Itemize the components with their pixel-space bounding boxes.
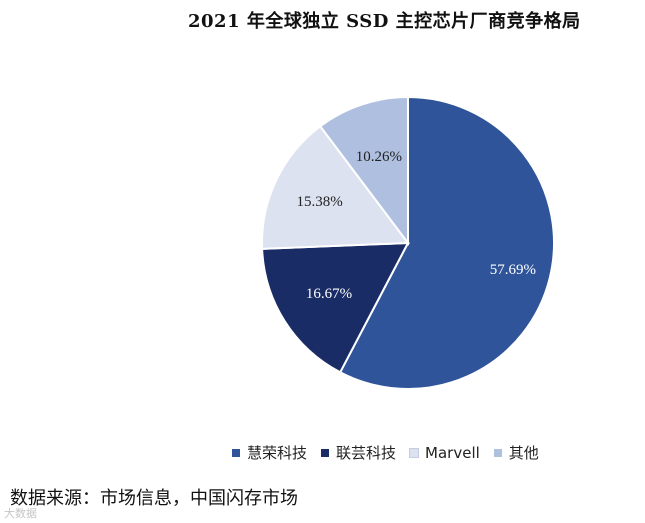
- legend-item-4: 其他: [493, 442, 539, 463]
- legend-item-2: 联芸科技: [321, 442, 396, 463]
- pie-slice-2: [261, 241, 410, 374]
- legend-swatch: [409, 447, 420, 458]
- watermark: 大数据: [4, 507, 37, 520]
- chart-title: 2021 年全球独立 SSD 主控芯片厂商竞争格局: [188, 11, 581, 32]
- pie-slice-3: [261, 124, 410, 250]
- slice-label-1: 57.69%: [490, 262, 536, 278]
- legend: 慧荣科技 联芸科技 Marvell 其他: [232, 442, 553, 463]
- pie-slice-1: [338, 95, 555, 390]
- legend-label: 其他: [508, 444, 539, 462]
- legend-label: 联芸科技: [336, 444, 397, 462]
- source-note: 数据来源：市场信息，中国闪存市场: [10, 488, 298, 509]
- slice-label-3: 15.38%: [296, 194, 342, 210]
- legend-swatch: [493, 448, 502, 457]
- pie-slice-4: [318, 95, 409, 246]
- legend-item-3: Marvell: [409, 443, 480, 462]
- legend-label: 慧荣科技: [247, 444, 308, 462]
- legend-item-1: 慧荣科技: [232, 442, 307, 463]
- slice-label-2: 16.67%: [306, 286, 352, 302]
- legend-swatch: [321, 448, 330, 457]
- legend-swatch: [232, 448, 240, 457]
- pie-chart: 57.69% 16.67% 15.38% 10.26%: [261, 95, 555, 390]
- slice-label-4: 10.26%: [356, 149, 402, 165]
- legend-label: Marvell: [425, 443, 480, 462]
